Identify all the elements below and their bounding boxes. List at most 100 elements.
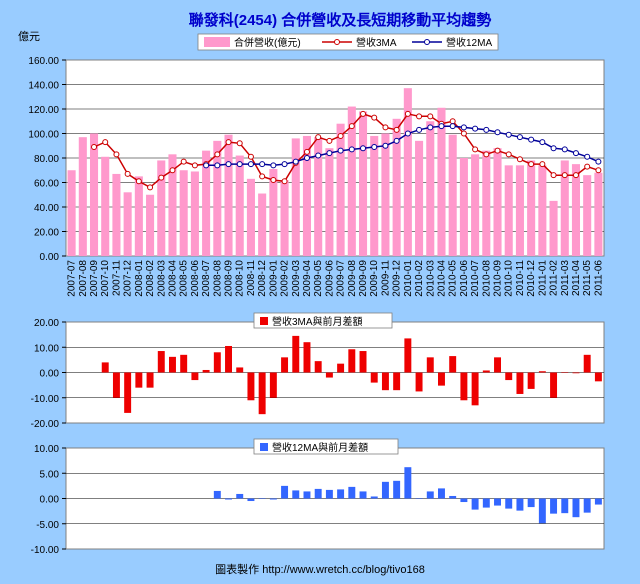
ma3-point	[147, 184, 154, 191]
revenue-bar	[146, 194, 155, 256]
x-tick-label: 2008-08	[212, 260, 223, 297]
x-tick-label: 2011-02	[549, 260, 560, 296]
revenue-bar	[493, 148, 502, 256]
ma12-point	[303, 155, 310, 161]
diff3-bar	[247, 372, 255, 401]
revenue-bar	[459, 158, 468, 256]
diff12-bar	[281, 485, 289, 499]
diff12-bar	[583, 498, 591, 513]
diff3-bar	[381, 372, 389, 391]
diff3-y-tick-label: 20.00	[34, 318, 59, 329]
ma3-point	[572, 172, 579, 179]
ma3-point	[460, 130, 467, 137]
ma12-point	[416, 126, 423, 133]
revenue-bar	[78, 137, 87, 256]
ma12-point	[404, 130, 411, 137]
ma3-point	[584, 163, 591, 170]
ma12-point	[449, 123, 456, 130]
diff3-bar	[505, 372, 513, 381]
ma12-point	[595, 158, 602, 165]
diff3-y-tick-label: -20.00	[31, 419, 60, 430]
diff12-bar	[415, 498, 423, 499]
diff12-bar	[482, 498, 490, 508]
main-y-tick-label: 40.00	[34, 203, 59, 214]
revenue-bar	[280, 180, 289, 256]
x-tick-label: 2008-06	[190, 260, 201, 297]
ma12-point	[236, 161, 243, 168]
revenue-bar	[403, 88, 412, 256]
x-tick-label: 2008-01	[134, 260, 145, 297]
diff12-bar	[505, 498, 513, 509]
x-tick-label: 2008-03	[156, 260, 167, 297]
x-tick-label: 2010-02	[414, 260, 425, 297]
revenue-bar	[381, 133, 390, 256]
diff12-y-tick-label: 5.00	[40, 469, 60, 480]
diff12-bar	[269, 498, 277, 500]
x-tick-label: 2009-04	[302, 260, 313, 297]
diff3-bar	[460, 372, 468, 401]
revenue-bar	[112, 173, 121, 256]
diff3-bar	[494, 357, 501, 373]
diff12-bar	[393, 480, 401, 499]
revenue-bar	[89, 133, 99, 256]
diff12-bar	[527, 498, 535, 508]
revenue-bar	[291, 138, 300, 256]
revenue-bar	[157, 160, 166, 256]
diff3-bar	[359, 351, 367, 373]
x-tick-label: 2010-08	[481, 260, 492, 297]
diff3-bar	[527, 372, 535, 389]
x-tick-label: 2007-08	[78, 260, 89, 297]
diff12-y-tick-label: 10.00	[34, 444, 59, 455]
ma3-point	[427, 113, 434, 120]
ma3-point	[270, 177, 277, 184]
x-tick-label: 2010-09	[493, 260, 504, 297]
ma12-point	[315, 152, 322, 159]
ma3-point	[348, 123, 355, 130]
ma3-point	[494, 147, 501, 154]
x-tick-label: 2009-08	[347, 260, 358, 297]
x-tick-label: 2011-05	[582, 260, 593, 296]
main-y-tick-label: 120.00	[28, 105, 59, 116]
diff3-legend-label: 營收3MA與前月差額	[272, 315, 363, 328]
ma3-point	[371, 114, 378, 121]
x-tick-label: 2008-12	[257, 260, 268, 297]
x-tick-label: 2011-03	[560, 260, 571, 296]
ma3-point	[135, 178, 142, 185]
x-tick-label: 2007-10	[100, 260, 111, 297]
main-y-tick-label: 80.00	[34, 154, 59, 165]
ma3-line	[93, 113, 599, 189]
revenue-bar	[168, 154, 177, 256]
revenue-bar	[134, 176, 143, 256]
x-tick-label: 2010-03	[425, 260, 436, 297]
revenue-bar	[302, 135, 312, 256]
diff3-bar	[482, 370, 490, 373]
diff12-bar	[550, 498, 558, 514]
diff3-bar	[292, 335, 300, 373]
diff12-bar	[572, 498, 580, 518]
ma12-point	[360, 145, 367, 152]
legend-revenue-swatch	[204, 37, 230, 47]
ma3-point	[191, 162, 198, 169]
ma12-point	[225, 161, 232, 168]
diff12-bar	[494, 498, 501, 506]
diff12-legend	[253, 438, 399, 455]
revenue-bar	[392, 118, 401, 256]
revenue-bar	[190, 171, 199, 256]
ma12-point	[203, 162, 210, 169]
diff12-bar	[561, 498, 569, 514]
diff3-bar	[538, 371, 546, 373]
diff3-bar	[550, 372, 558, 398]
main-y-tick-label: 100.00	[28, 130, 59, 141]
revenue-bar	[224, 134, 233, 256]
ma12-point	[584, 153, 591, 160]
x-tick-label: 2009-12	[392, 260, 403, 297]
diff3-bar	[393, 372, 401, 391]
revenue-bar	[67, 170, 76, 256]
diff12-bar	[213, 490, 221, 499]
revenue-bar	[571, 164, 581, 256]
x-tick-label: 2009-11	[380, 260, 391, 296]
revenue-bar	[246, 178, 255, 256]
revenue-bar	[437, 107, 446, 257]
revenue-bar	[258, 193, 267, 256]
ma12-point	[292, 158, 299, 165]
